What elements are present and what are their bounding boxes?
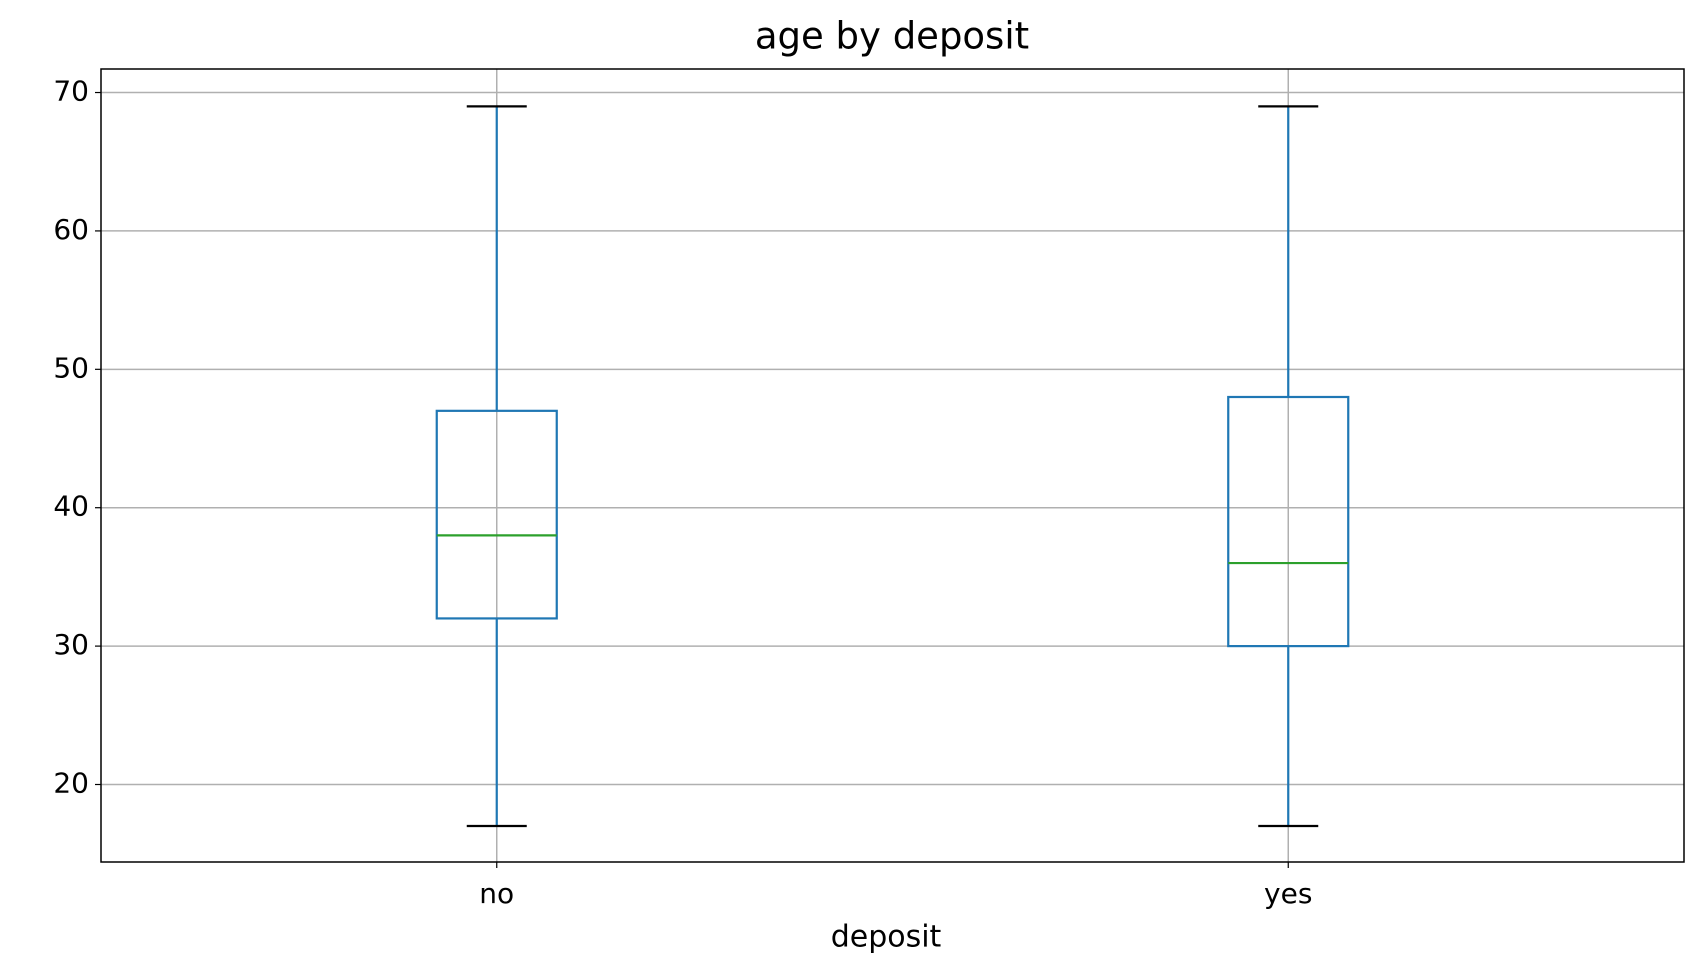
y-tick-label: 40 — [53, 490, 89, 523]
y-tick-label: 70 — [53, 75, 89, 108]
x-axis-label: deposit — [831, 920, 942, 955]
box — [1227, 395, 1350, 648]
chart-title: age by deposit — [755, 15, 1029, 58]
x-tick-label: yes — [1264, 877, 1312, 910]
y-tick-label: 30 — [53, 628, 89, 661]
y-tick-label: 60 — [53, 213, 89, 246]
x-tick-label: no — [479, 877, 514, 910]
y-tick-label: 20 — [53, 766, 89, 799]
plot-frame — [100, 68, 1685, 863]
y-tick-label: 50 — [53, 351, 89, 384]
box — [435, 409, 558, 620]
